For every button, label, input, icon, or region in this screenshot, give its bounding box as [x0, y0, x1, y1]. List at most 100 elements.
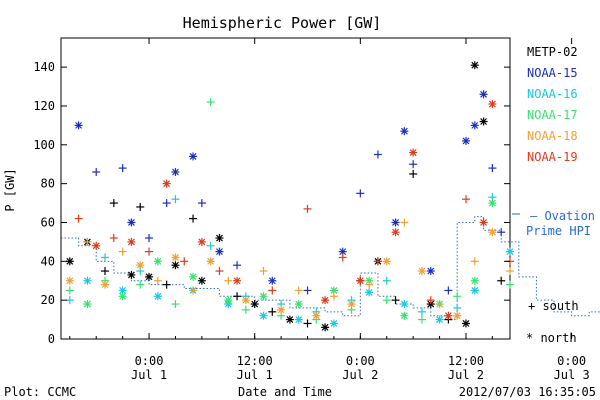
- data-point-south: [426, 296, 435, 305]
- data-point-north: [233, 276, 242, 285]
- data-point-north: [470, 121, 479, 130]
- data-point-north: [382, 257, 391, 266]
- data-point-south: [461, 195, 470, 204]
- data-point-north: [488, 199, 497, 208]
- x-tick-time-label: 12:00: [448, 354, 484, 368]
- data-point-north: [65, 276, 74, 285]
- data-point-south: [136, 202, 145, 211]
- data-point-north: [215, 234, 224, 243]
- data-point-north: [329, 319, 338, 328]
- data-point-north: [312, 311, 321, 320]
- data-point-north: [444, 311, 453, 320]
- data-point-south: [444, 286, 453, 295]
- data-point-north: [153, 257, 162, 266]
- data-point-south: [171, 300, 180, 309]
- data-point-south: [215, 267, 224, 276]
- data-point-south: [382, 276, 391, 285]
- legend-item: NOAA-18: [527, 129, 578, 143]
- data-point-south: [101, 253, 110, 262]
- y-tick-label: 60: [41, 215, 55, 229]
- data-point-north: [127, 218, 136, 227]
- data-point-south: [171, 195, 180, 204]
- y-tick-label: 0: [48, 332, 55, 346]
- data-point-south: [435, 300, 444, 309]
- data-point-north: [470, 286, 479, 295]
- data-point-south: [118, 247, 127, 256]
- data-point-south: [409, 160, 418, 169]
- data-point-north: [171, 253, 180, 262]
- data-point-north: [92, 241, 101, 250]
- data-point-south: [497, 276, 506, 285]
- data-point-south: [373, 150, 382, 159]
- x-tick-time-label: 0:00: [557, 354, 586, 368]
- y-tick-label: 80: [41, 177, 55, 191]
- data-point-north: [400, 127, 409, 136]
- data-point-south: [329, 292, 338, 301]
- data-points: [65, 61, 514, 332]
- data-point-north: [435, 315, 444, 324]
- data-point-north: [268, 276, 277, 285]
- y-tick-label: 120: [33, 99, 55, 113]
- data-point-north: [285, 315, 294, 324]
- data-point-north: [127, 270, 136, 279]
- data-point-south: [206, 241, 215, 250]
- data-point-north: [356, 276, 365, 285]
- data-point-south: [338, 253, 347, 262]
- data-point-south: [162, 199, 171, 208]
- ovation-series: [61, 216, 600, 321]
- data-point-north: [145, 272, 154, 281]
- data-point-south: [294, 286, 303, 295]
- data-point-north: [162, 179, 171, 188]
- data-point-south: [365, 280, 374, 289]
- data-point-south: [382, 296, 391, 305]
- data-point-north: [400, 311, 409, 320]
- ovation-label-line2: Prime HPI: [526, 224, 591, 238]
- data-point-south: [224, 276, 233, 285]
- data-point-north: [215, 247, 224, 256]
- data-point-north: [259, 292, 268, 301]
- data-point-south: [409, 169, 418, 178]
- marker-north-label: * north: [526, 331, 577, 345]
- data-point-north: [171, 167, 180, 176]
- data-point-north: [224, 296, 233, 305]
- ovation-line: [61, 216, 600, 321]
- data-point-north: [400, 300, 409, 309]
- chart-title: Hemispheric Power [GW]: [183, 14, 382, 32]
- data-point-north: [479, 117, 488, 126]
- data-point-south: [65, 286, 74, 295]
- data-point-north: [453, 311, 462, 320]
- data-point-north: [118, 292, 127, 301]
- y-axis-label: P [GW]: [3, 168, 17, 211]
- plot-frame: [60, 37, 511, 340]
- data-point-north: [136, 261, 145, 270]
- data-point-south: [506, 280, 514, 289]
- data-point-south: [373, 257, 382, 266]
- data-point-south: [118, 164, 127, 173]
- data-point-south: [233, 261, 242, 270]
- data-point-north: [479, 90, 488, 99]
- data-point-north: [409, 148, 418, 157]
- data-point-north: [321, 296, 330, 305]
- data-point-north: [470, 276, 479, 285]
- y-tick-label: 100: [33, 138, 55, 152]
- data-point-south: [92, 167, 101, 176]
- data-point-north: [488, 100, 497, 109]
- data-point-south: [101, 267, 110, 276]
- data-point-north: [506, 247, 514, 256]
- data-point-north: [74, 121, 83, 130]
- x-tick-date-label: Jul 2: [342, 368, 378, 382]
- data-point-south: [417, 315, 426, 324]
- data-point-south: [180, 257, 189, 266]
- data-point-north: [461, 136, 470, 145]
- x-tick-time-label: 0:00: [135, 354, 164, 368]
- data-point-north: [461, 319, 470, 328]
- data-point-north: [127, 237, 136, 246]
- x-tick-time-label: 12:00: [237, 354, 273, 368]
- x-axis-label: Date and Time: [238, 385, 332, 399]
- data-point-north: [470, 61, 479, 70]
- data-point-north: [294, 300, 303, 309]
- y-tick-label: 20: [41, 293, 55, 307]
- data-point-south: [268, 307, 277, 316]
- footer-timestamp: 2012/07/03 16:35:05: [459, 385, 596, 399]
- data-point-south: [259, 267, 268, 276]
